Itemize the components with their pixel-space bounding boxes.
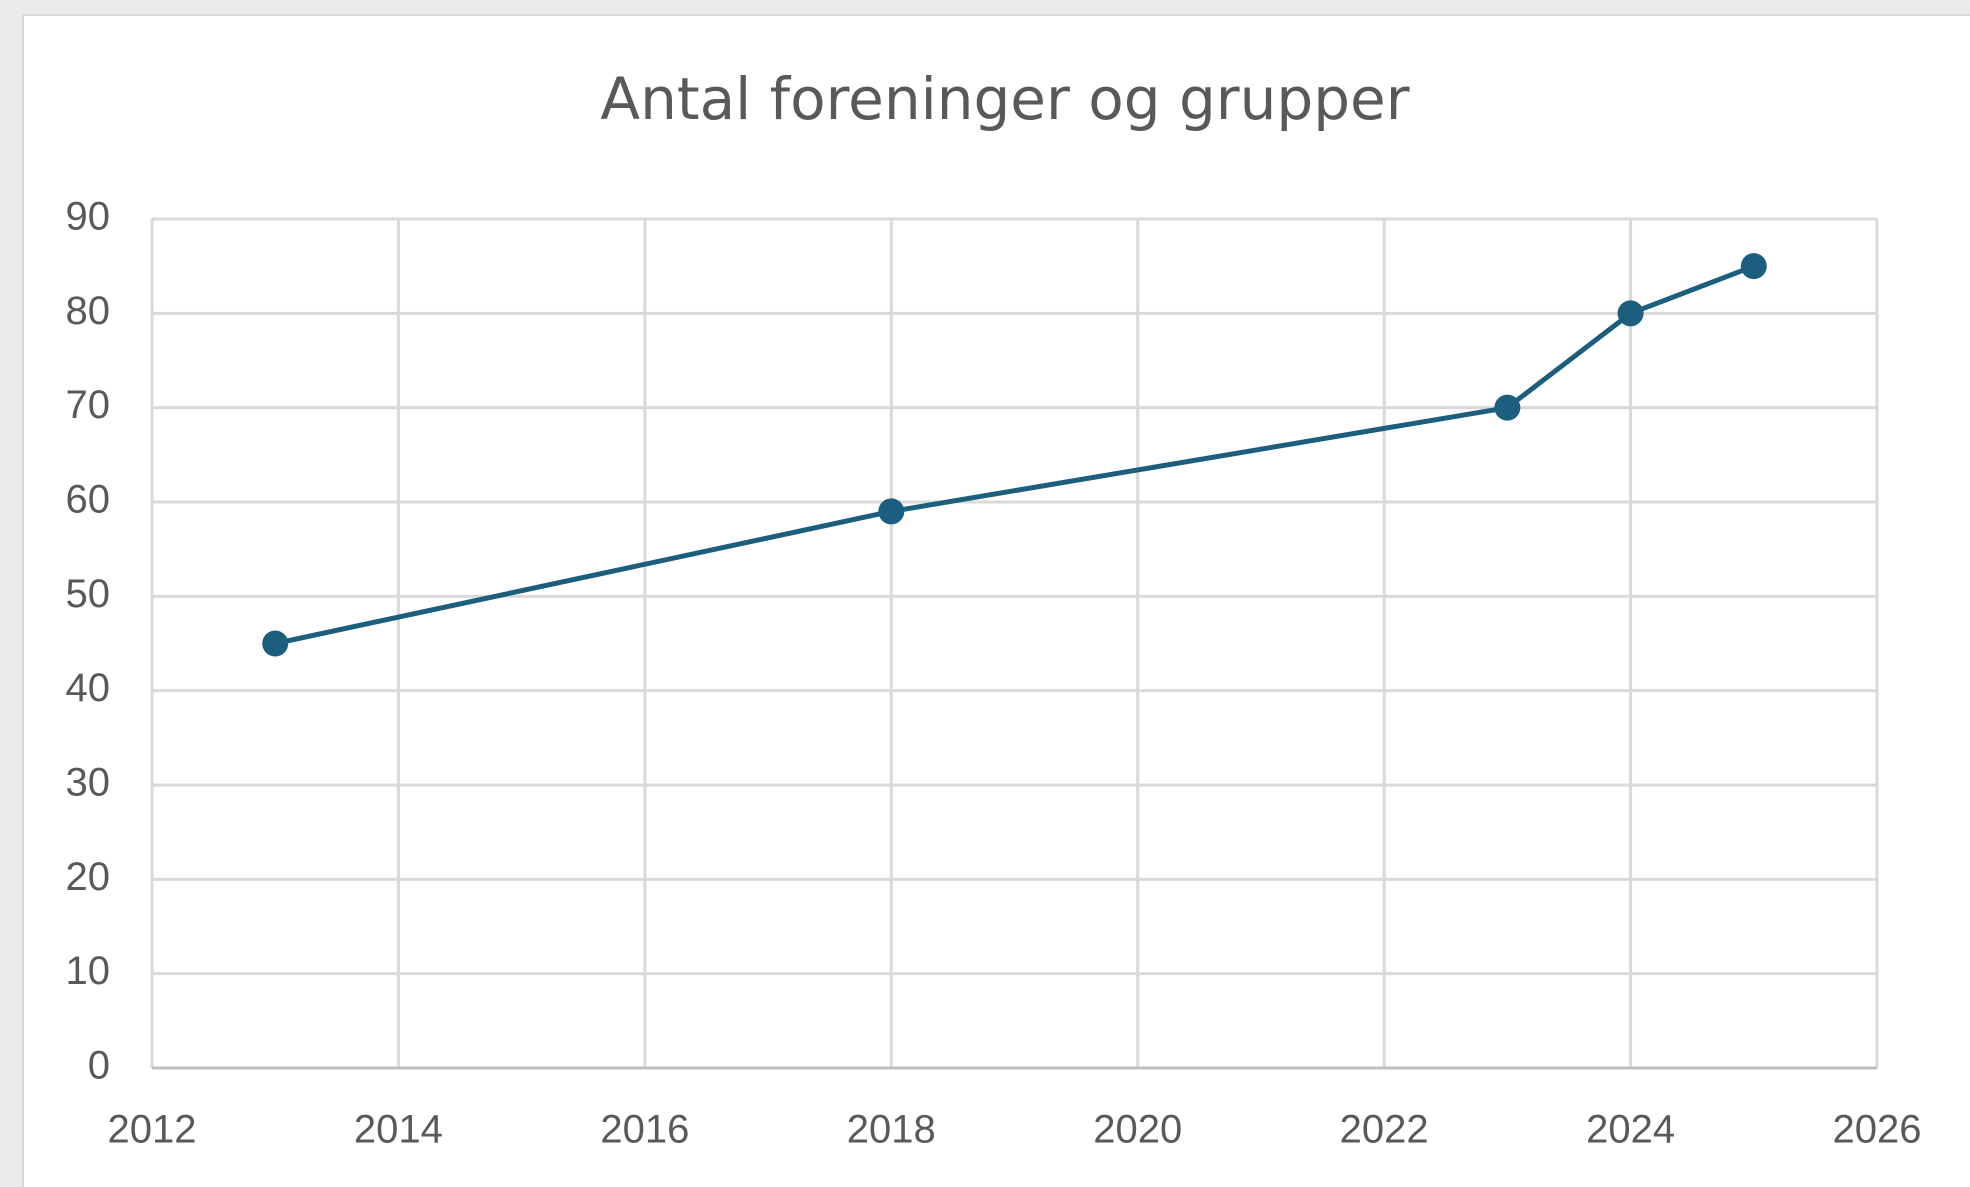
y-tick-label: 0 [88, 1044, 110, 1088]
x-tick-label: 2014 [354, 1108, 443, 1152]
x-tick-label: 2022 [1340, 1108, 1429, 1152]
marker [1494, 394, 1521, 421]
y-tick-label: 30 [66, 761, 111, 805]
x-tick-label: 2026 [1833, 1108, 1922, 1152]
x-tick-label: 2018 [847, 1108, 936, 1152]
x-tick-label: 2016 [600, 1108, 689, 1152]
y-tick-label: 10 [66, 949, 111, 993]
y-tick-label: 50 [66, 572, 111, 616]
marker [878, 498, 905, 525]
y-tick-label: 20 [66, 855, 111, 899]
x-tick-label: 2020 [1093, 1108, 1182, 1152]
marker [1617, 300, 1644, 327]
y-tick-label: 40 [66, 666, 111, 710]
y-tick-label: 60 [66, 478, 111, 522]
marker [262, 630, 289, 657]
chart-title: Antal foreninger og grupper [600, 65, 1409, 133]
y-tick-label: 70 [66, 383, 111, 427]
y-tick-label: 80 [66, 289, 111, 333]
chart-area [22, 14, 1970, 1187]
x-tick-label: 2024 [1586, 1108, 1675, 1152]
y-tick-label: 90 [66, 195, 111, 239]
marker [1740, 253, 1767, 280]
x-tick-label: 2012 [108, 1108, 197, 1152]
